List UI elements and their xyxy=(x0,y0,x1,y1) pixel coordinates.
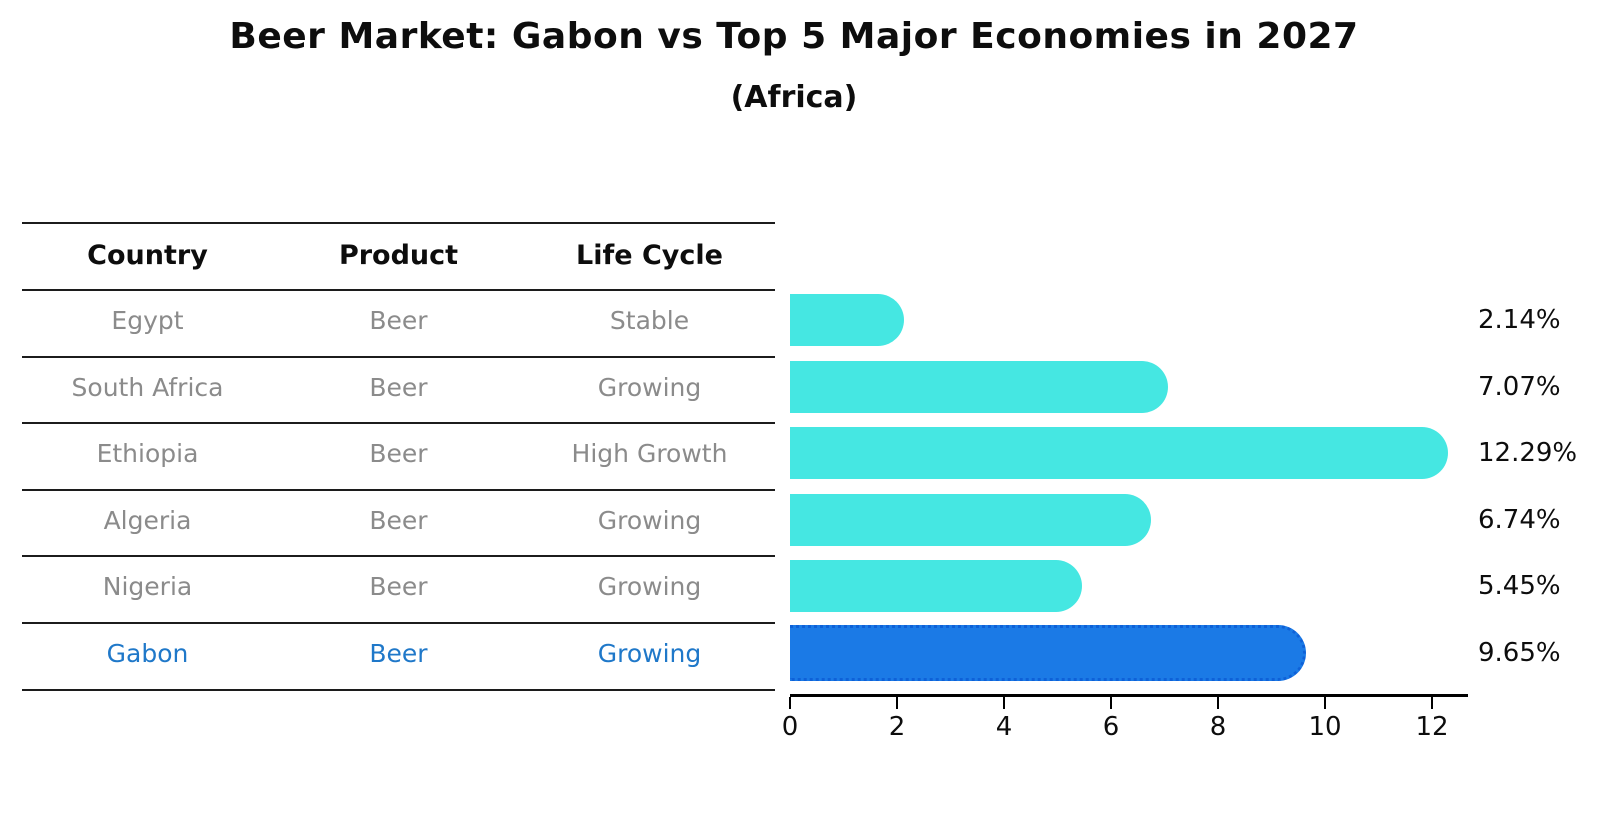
x-axis-tick-label: 6 xyxy=(1102,712,1120,742)
table-row: South Africa Beer Growing xyxy=(22,354,775,420)
table-cell-product: Beer xyxy=(369,638,428,668)
bar-south-africa xyxy=(790,361,1168,413)
table-cell-life-cycle: Growing xyxy=(597,638,702,668)
x-axis-tick-label: 8 xyxy=(1209,712,1227,742)
chart-subtitle: (Africa) xyxy=(730,80,858,115)
table-rule xyxy=(22,422,775,424)
table-cell-product: Beer xyxy=(369,571,428,601)
table-cell-country: Algeria xyxy=(103,505,192,535)
table-rule xyxy=(22,689,775,691)
x-axis-tick-label: 10 xyxy=(1308,712,1342,742)
table-cell-country: Ethiopia xyxy=(96,438,199,468)
table-cell-country: Gabon xyxy=(106,638,189,668)
table-cell-product: Beer xyxy=(369,305,428,335)
value-label: 2.14% xyxy=(1478,305,1561,335)
table-row: Nigeria Beer Growing xyxy=(22,553,775,619)
table-rule xyxy=(22,622,775,624)
value-label: 7.07% xyxy=(1478,372,1561,402)
x-axis-tick xyxy=(1110,697,1112,709)
x-axis-tick-label: 2 xyxy=(888,712,906,742)
table-cell-country: South Africa xyxy=(71,372,224,402)
bar-egypt xyxy=(790,294,904,346)
table-row: Gabon Beer Growing xyxy=(22,620,775,686)
value-label: 12.29% xyxy=(1478,438,1578,468)
table-rule xyxy=(22,222,775,224)
x-axis-tick xyxy=(789,697,791,709)
x-axis-tick xyxy=(1003,697,1005,709)
bar-ethiopia xyxy=(790,427,1448,479)
table-cell-life-cycle: Growing xyxy=(597,372,702,402)
table-cell-product: Beer xyxy=(369,372,428,402)
bar-nigeria xyxy=(790,560,1082,612)
table-rule xyxy=(22,356,775,358)
table-rule xyxy=(22,555,775,557)
bar-algeria xyxy=(790,494,1151,546)
x-axis-tick-label: 0 xyxy=(781,712,799,742)
x-axis-tick xyxy=(896,697,898,709)
x-axis-line xyxy=(790,694,1468,697)
x-axis-tick-label: 4 xyxy=(995,712,1013,742)
table-header-cell: Country xyxy=(87,239,208,271)
table-header-cell: Life Cycle xyxy=(576,239,723,271)
table-cell-country: Egypt xyxy=(111,305,184,335)
value-label: 5.45% xyxy=(1478,571,1561,601)
x-axis-tick xyxy=(1324,697,1326,709)
table-cell-product: Beer xyxy=(369,505,428,535)
table-header-cell: Product xyxy=(338,239,459,271)
table-row: Algeria Beer Growing xyxy=(22,487,775,553)
table-rule xyxy=(22,289,775,291)
table-rule xyxy=(22,489,775,491)
table-row: Egypt Beer Stable xyxy=(22,287,775,353)
table-cell-life-cycle: Growing xyxy=(597,505,702,535)
table-cell-country: Nigeria xyxy=(102,571,193,601)
x-axis-tick xyxy=(1431,697,1433,709)
value-label: 9.65% xyxy=(1478,638,1561,668)
table-cell-product: Beer xyxy=(369,438,428,468)
x-axis-tick-label: 12 xyxy=(1415,712,1449,742)
table-header-row: Country Product Life Cycle xyxy=(22,222,775,288)
x-axis-tick xyxy=(1217,697,1219,709)
table-cell-life-cycle: Growing xyxy=(597,571,702,601)
value-label: 6.74% xyxy=(1478,505,1561,535)
bar-gabon xyxy=(790,625,1306,681)
chart-title: Beer Market: Gabon vs Top 5 Major Econom… xyxy=(229,16,1359,57)
table-cell-life-cycle: High Growth xyxy=(571,438,728,468)
table-cell-life-cycle: Stable xyxy=(609,305,690,335)
table-row: Ethiopia Beer High Growth xyxy=(22,420,775,486)
